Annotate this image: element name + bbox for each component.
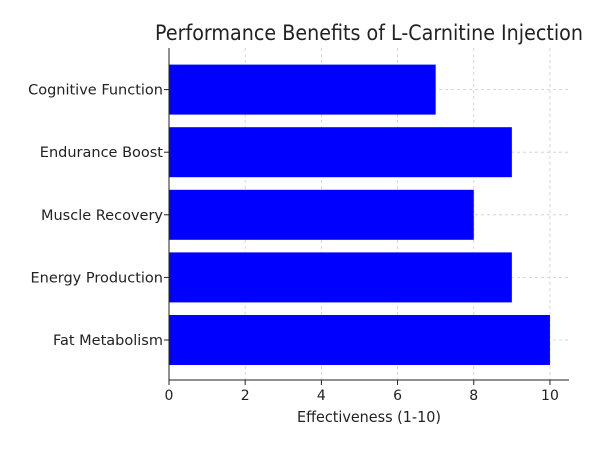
- y-tick-label: Endurance Boost: [40, 145, 164, 161]
- y-tick-label: Muscle Recovery: [41, 208, 163, 224]
- x-tick-label: 10: [541, 388, 559, 404]
- y-tick-label: Fat Metabolism: [53, 333, 163, 349]
- bars: [169, 64, 550, 365]
- axes: [168, 48, 569, 381]
- y-tick-label: Cognitive Function: [28, 83, 163, 99]
- y-tick-labels: Fat Metabolism Energy Production Muscle Re…: [28, 83, 169, 349]
- bar: [169, 64, 436, 115]
- x-tick-label: 6: [393, 388, 402, 404]
- bar: [169, 315, 550, 365]
- x-tick-label: 8: [469, 388, 478, 404]
- x-tick-label: 0: [165, 388, 174, 404]
- x-tick-label: 4: [317, 388, 326, 404]
- bar: [169, 252, 512, 303]
- x-axis-label: Effectiveness (1-10): [297, 408, 441, 426]
- chart-title: Performance Benefits of L-Carnitine Inje…: [155, 21, 583, 45]
- x-ticks: 0 2 4 6 8 10: [165, 380, 559, 404]
- x-tick-label: 2: [241, 388, 250, 404]
- y-tick-label: Energy Production: [30, 270, 163, 286]
- bar: [169, 127, 512, 178]
- bar: [169, 189, 474, 240]
